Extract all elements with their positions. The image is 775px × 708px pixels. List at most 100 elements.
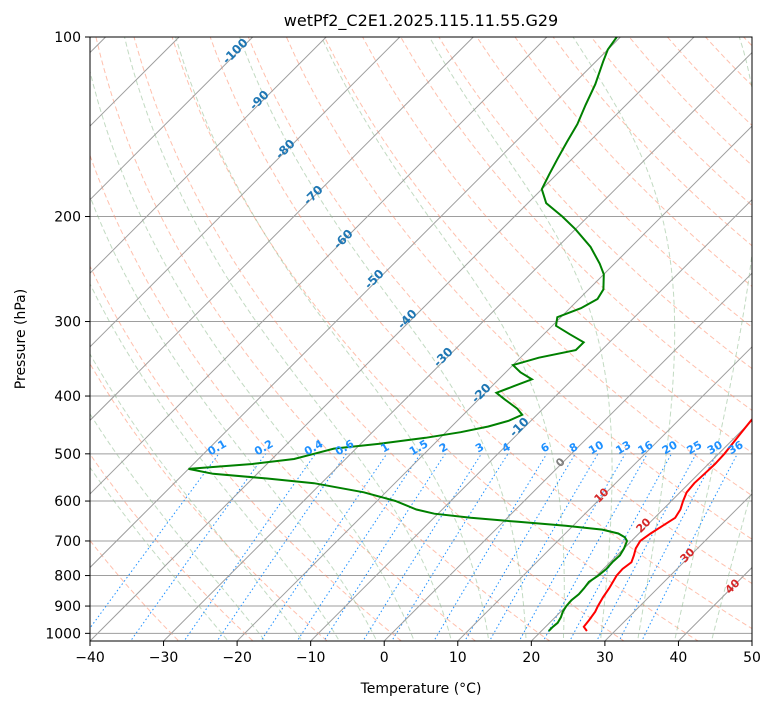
mixing-ratio-label: 25: [685, 438, 705, 457]
isotherm-line: [383, 272, 752, 641]
dry-adiabat: [514, 37, 752, 287]
y-axis-label: Pressure (hPa): [13, 289, 29, 389]
isotherm-label: -20: [469, 381, 494, 406]
mixing-ratio-label: 0.6: [333, 437, 357, 458]
y-tick-label: 100: [54, 30, 81, 46]
isotherm-label: -50: [362, 267, 387, 292]
mixing-ratio-label: 10: [586, 438, 606, 457]
moist-adiabat: [572, 37, 676, 641]
isotherm-label: -100: [220, 36, 251, 67]
moist-adiabat: [90, 466, 229, 641]
y-tick-label: 500: [54, 447, 81, 463]
isotherm-line: [236, 125, 752, 641]
mixing-ratio-line: [362, 453, 482, 641]
mixing-ratio-label: 16: [636, 438, 656, 457]
isotherm-line: [90, 37, 474, 422]
isotherm-line: [530, 419, 752, 641]
x-tick-label: 10: [449, 650, 467, 666]
mixing-ratio-line: [596, 453, 697, 641]
x-tick-label: 20: [522, 650, 540, 666]
mixing-ratio-line: [391, 453, 509, 641]
x-tick-label: 40: [670, 650, 688, 666]
mixing-ratio-line: [90, 453, 220, 629]
mixing-ratio-line: [464, 453, 576, 641]
moist-adiabat: [428, 37, 613, 641]
moist-adiabat: [175, 37, 490, 641]
dry-adiabat: [628, 37, 752, 167]
mixing-ratio-label: 36: [726, 438, 746, 457]
moist-adiabat: [90, 69, 415, 641]
upper-isotherm-label: 0: [553, 455, 568, 470]
mixing-ratio-label: 2: [437, 440, 450, 455]
y-tick-label: 400: [54, 389, 81, 405]
x-tick-label: −30: [149, 650, 179, 666]
temperature-line: [582, 417, 752, 632]
isotherm-label: -40: [395, 307, 420, 332]
isotherm-line: [90, 37, 548, 495]
mixing-ratio-label: 8: [567, 440, 580, 455]
dry-adiabat: [705, 37, 752, 87]
isotherm-line: [90, 37, 621, 569]
mixing-ratio-line: [569, 453, 672, 641]
dry-adiabat: [590, 37, 752, 207]
dry-adiabat: [90, 362, 328, 641]
mixing-ratio-line: [129, 453, 267, 641]
mixing-ratio-line: [488, 453, 599, 641]
isotherm-line: [457, 346, 752, 641]
moist-adiabat: [124, 37, 453, 641]
dry-adiabat: [743, 37, 752, 47]
y-tick-label: 600: [54, 494, 81, 510]
y-tick-label: 200: [54, 210, 81, 226]
x-tick-label: −10: [296, 650, 326, 666]
isotherm-label: -90: [247, 88, 272, 113]
dry-adiabat: [324, 37, 752, 497]
mixing-ratio-label: 30: [705, 438, 725, 457]
dry-adiabat: [476, 37, 752, 328]
x-tick-label: 50: [743, 650, 761, 666]
isotherm-line: [90, 37, 254, 201]
mixing-ratio-label: 0.4: [302, 437, 326, 458]
y-tick-label: 700: [54, 534, 81, 550]
mixing-ratio-label: 13: [614, 438, 634, 457]
x-tick-label: −20: [222, 650, 252, 666]
dry-adiabat: [285, 37, 752, 540]
isotherm-label: -30: [431, 345, 456, 370]
dry-adiabat: [90, 265, 403, 641]
mixing-ratio-line: [618, 453, 718, 641]
isotherm-label: -70: [301, 183, 326, 208]
dry-adiabat: [90, 453, 254, 641]
moist-adiabat: [239, 37, 527, 641]
mixing-ratio-line: [183, 453, 316, 641]
dry-adiabat: [90, 539, 180, 641]
isotherm-line: [604, 493, 752, 641]
upper-isotherm-label: 10: [592, 485, 612, 505]
x-axis-label: Temperature (°C): [360, 681, 482, 697]
moist-adiabat: [673, 37, 752, 641]
mixing-ratio-line: [216, 453, 347, 641]
isotherm-line: [90, 37, 401, 348]
dry-adiabat: [400, 37, 752, 411]
moist-adiabat: [90, 282, 341, 641]
x-tick-label: 0: [380, 650, 389, 666]
dry-adiabat: [95, 37, 551, 641]
isotherm-label: -60: [331, 227, 356, 252]
moist-adiabat: [321, 37, 565, 641]
mixing-ratio-line: [323, 453, 446, 641]
isotherm-line: [90, 37, 327, 274]
dewpoint-line: [188, 37, 629, 632]
y-tick-label: 800: [54, 569, 81, 585]
moist-adiabat: [90, 413, 266, 641]
isotherm-line: [751, 640, 752, 641]
isotherm-label: -80: [273, 137, 298, 162]
moist-adiabat: [90, 195, 378, 641]
x-tick-label: −40: [75, 650, 105, 666]
dry-adiabat: [90, 153, 477, 641]
dry-adiabat: [171, 37, 699, 641]
mixing-ratio-line: [433, 453, 548, 641]
isotherm-label: -10: [507, 415, 532, 440]
dry-adiabat: [133, 37, 625, 641]
chart-title: wetPf2_C2E1.2025.115.11.55.G29: [284, 11, 558, 31]
y-tick-label: 900: [54, 599, 81, 615]
mixing-ratio-line: [260, 453, 388, 641]
